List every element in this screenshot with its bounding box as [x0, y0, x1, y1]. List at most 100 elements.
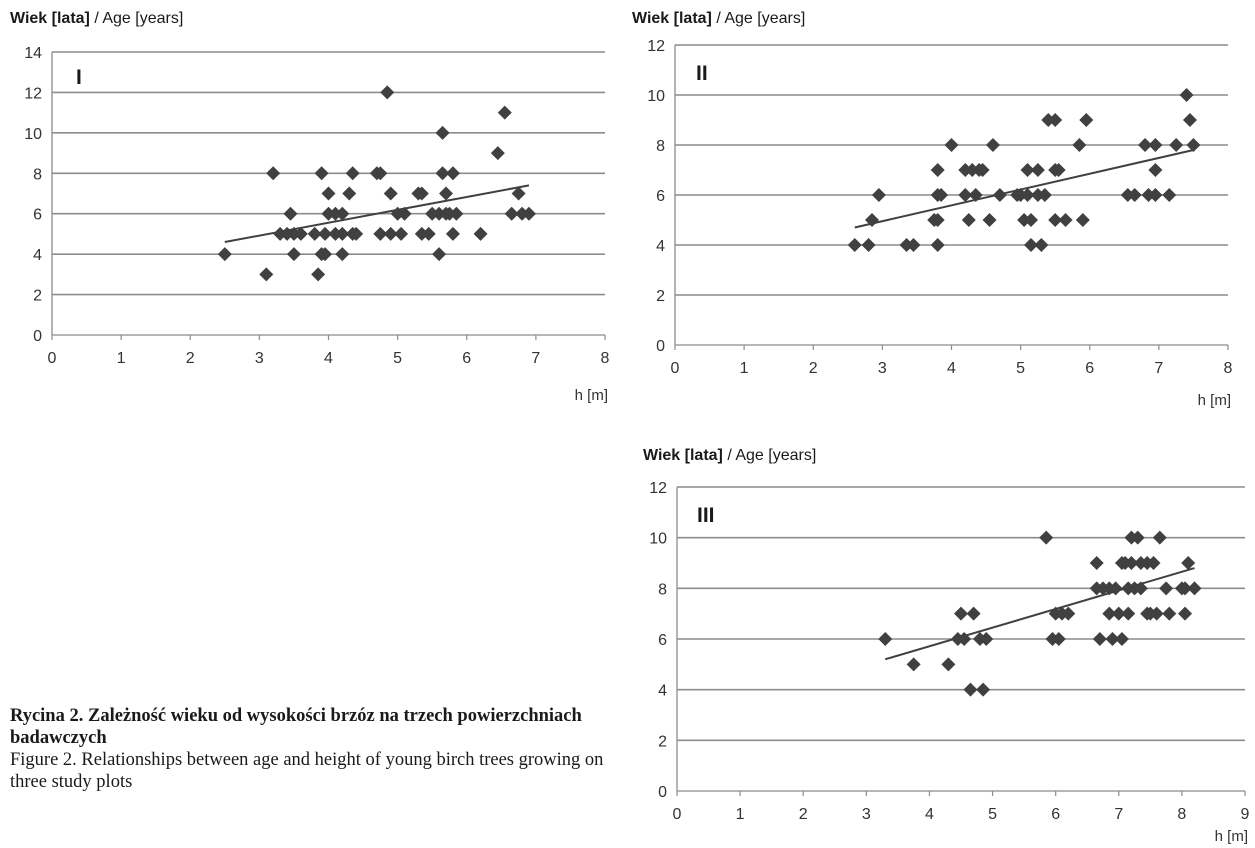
data-point	[435, 125, 450, 140]
data-point	[1092, 632, 1107, 646]
data-point	[335, 226, 350, 241]
data-point	[930, 163, 945, 177]
data-point	[1089, 556, 1104, 570]
data-point	[1075, 213, 1090, 227]
trendline	[854, 149, 1194, 229]
data-point	[342, 186, 357, 201]
data-point	[1048, 213, 1063, 227]
data-point	[286, 247, 301, 262]
data-point	[975, 163, 990, 177]
panel-label: I	[76, 66, 82, 89]
x-axis-unit-label: h [m]	[1215, 828, 1248, 845]
y-tick-label: 0	[656, 338, 665, 355]
data-point	[878, 632, 893, 646]
data-point	[1039, 530, 1054, 545]
y-tick-label: 0	[33, 328, 42, 345]
data-point	[314, 166, 329, 181]
data-point	[963, 682, 978, 697]
data-point	[397, 206, 412, 221]
x-tick-label: 5	[393, 350, 402, 367]
data-point	[1138, 138, 1153, 152]
data-point	[435, 166, 450, 181]
data-point	[1133, 581, 1148, 596]
data-point	[383, 226, 398, 241]
y-tick-label: 8	[658, 581, 667, 598]
x-tick-label: 8	[1224, 360, 1233, 377]
y-tick-label: 12	[647, 38, 665, 55]
data-point	[307, 226, 322, 241]
data-point	[861, 238, 876, 252]
data-point	[871, 188, 886, 202]
data-point	[439, 186, 454, 201]
data-point	[445, 166, 460, 181]
x-tick-label: 8	[1177, 806, 1186, 823]
data-point	[293, 226, 308, 241]
x-axis-unit-label: h [m]	[575, 387, 608, 404]
data-point	[1124, 556, 1139, 570]
data-point	[497, 105, 512, 120]
data-point	[992, 188, 1007, 202]
x-tick-label: 1	[736, 806, 745, 823]
data-point	[930, 213, 945, 227]
y-axis-title: Wiek [lata] / Age [years]	[632, 10, 805, 27]
data-point	[1061, 606, 1076, 621]
data-point	[449, 206, 464, 221]
y-tick-label: 2	[658, 733, 667, 750]
data-point	[1111, 606, 1126, 621]
data-point	[432, 247, 447, 262]
data-point	[380, 85, 395, 100]
data-point	[1037, 188, 1052, 202]
data-point	[504, 206, 519, 221]
y-tick-label: 8	[33, 166, 42, 183]
x-tick-label: 7	[1154, 360, 1163, 377]
data-point	[1020, 163, 1035, 177]
data-point	[1162, 188, 1177, 202]
data-point	[985, 138, 1000, 152]
y-axis-title-english: / Age [years]	[90, 10, 183, 27]
data-point	[847, 238, 862, 252]
data-point	[259, 267, 274, 282]
data-point	[930, 238, 945, 252]
y-axis-title-polish: Wiek [lata]	[10, 10, 90, 27]
x-tick-label: 5	[1016, 360, 1025, 377]
x-tick-label: 6	[1051, 806, 1060, 823]
x-tick-label: 4	[925, 806, 934, 823]
data-point	[1182, 113, 1197, 127]
y-tick-label: 8	[656, 138, 665, 155]
y-tick-label: 6	[658, 632, 667, 649]
caption-english: Figure 2. Relationships between age and …	[10, 750, 604, 792]
data-point	[373, 166, 388, 181]
y-tick-label: 0	[658, 784, 667, 801]
x-tick-label: 1	[117, 350, 126, 367]
data-point	[1048, 113, 1063, 127]
data-point	[345, 166, 360, 181]
data-point	[982, 213, 997, 227]
data-point	[1030, 163, 1045, 177]
data-point	[283, 206, 298, 221]
x-tick-label: 3	[255, 350, 264, 367]
data-point	[1102, 606, 1117, 621]
data-point	[1162, 606, 1177, 621]
data-point	[1178, 606, 1193, 621]
y-axis-title-polish: Wiek [lata]	[643, 447, 723, 464]
x-tick-label: 0	[671, 360, 680, 377]
trendline	[884, 567, 1195, 661]
data-point	[373, 226, 388, 241]
figure-caption: Rycina 2. Zależność wieku od wysokości b…	[10, 705, 610, 793]
x-tick-label: 9	[1241, 806, 1250, 823]
y-tick-label: 10	[647, 88, 665, 105]
data-point	[266, 166, 281, 181]
chart-plot-iii: Wiek [lata] / Age [years]0 1 2 3 4 5 6 7 8 902468…	[643, 447, 1250, 845]
y-axis-title-english: / Age [years]	[712, 10, 805, 27]
x-tick-label: 4	[324, 350, 333, 367]
x-tick-label: 7	[1114, 806, 1123, 823]
data-point	[349, 226, 364, 241]
panel-label: II	[696, 62, 708, 85]
data-point	[1114, 632, 1129, 646]
data-point	[394, 226, 409, 241]
x-axis-unit-label: h [m]	[1198, 392, 1231, 409]
data-point	[1179, 88, 1194, 102]
y-tick-label: 2	[33, 288, 42, 305]
data-point	[521, 206, 536, 221]
data-point	[318, 226, 333, 241]
